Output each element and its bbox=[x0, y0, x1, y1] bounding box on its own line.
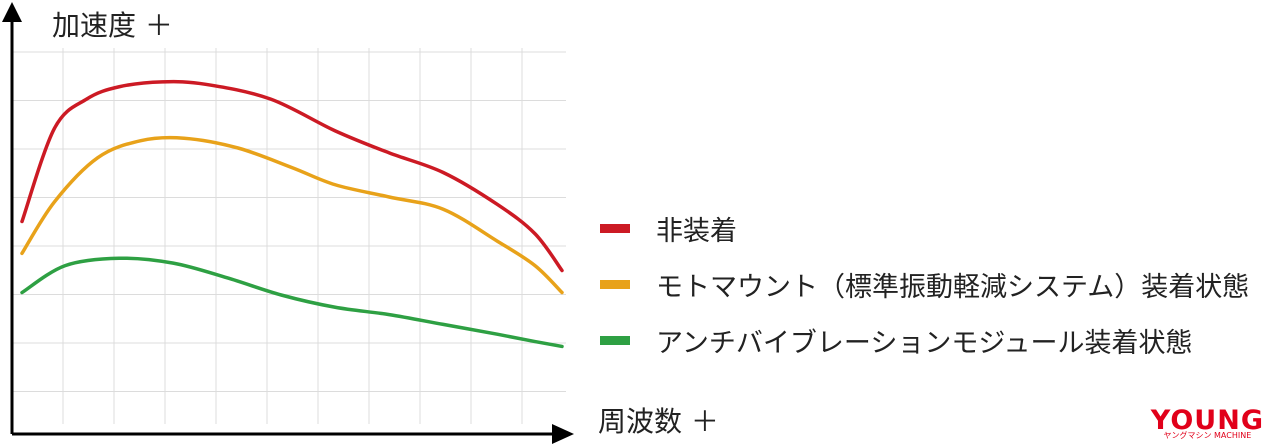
young-machine-logo: YOUNG ヤングマシン MACHINE bbox=[1151, 407, 1264, 440]
legend-label: 非装着 bbox=[656, 215, 737, 247]
legend-swatch bbox=[600, 279, 630, 289]
legend-swatch bbox=[600, 223, 630, 233]
legend-item-moto-mount: モトマウント（標準振動軽減システム）装着状態 bbox=[600, 256, 1249, 312]
grid bbox=[12, 48, 566, 424]
legend-swatch bbox=[600, 335, 630, 345]
legend-label: アンチバイブレーションモジュール装着状態 bbox=[656, 327, 1193, 359]
axes bbox=[2, 2, 574, 444]
series-line-non-equipped bbox=[20, 79, 564, 273]
x-axis-label: 周波数 ＋ bbox=[598, 405, 719, 438]
series-lines bbox=[20, 79, 564, 349]
logo-text: YOUNG bbox=[1150, 405, 1264, 436]
series-line-anti-vibration bbox=[20, 256, 564, 349]
series-line-moto-mount bbox=[20, 135, 564, 295]
x-axis-arrow bbox=[552, 424, 574, 444]
legend-item-non-equipped: 非装着 bbox=[600, 200, 1249, 256]
legend: 非装着 モトマウント（標準振動軽減システム）装着状態 アンチバイブレーションモジ… bbox=[600, 200, 1249, 368]
legend-item-anti-vibration: アンチバイブレーションモジュール装着状態 bbox=[600, 312, 1249, 368]
logo-subtext: ヤングマシン MACHINE bbox=[1163, 431, 1252, 440]
y-axis-label: 加速度 ＋ bbox=[52, 9, 173, 42]
legend-label: モトマウント（標準振動軽減システム）装着状態 bbox=[656, 271, 1250, 303]
y-axis-arrow bbox=[2, 2, 22, 22]
